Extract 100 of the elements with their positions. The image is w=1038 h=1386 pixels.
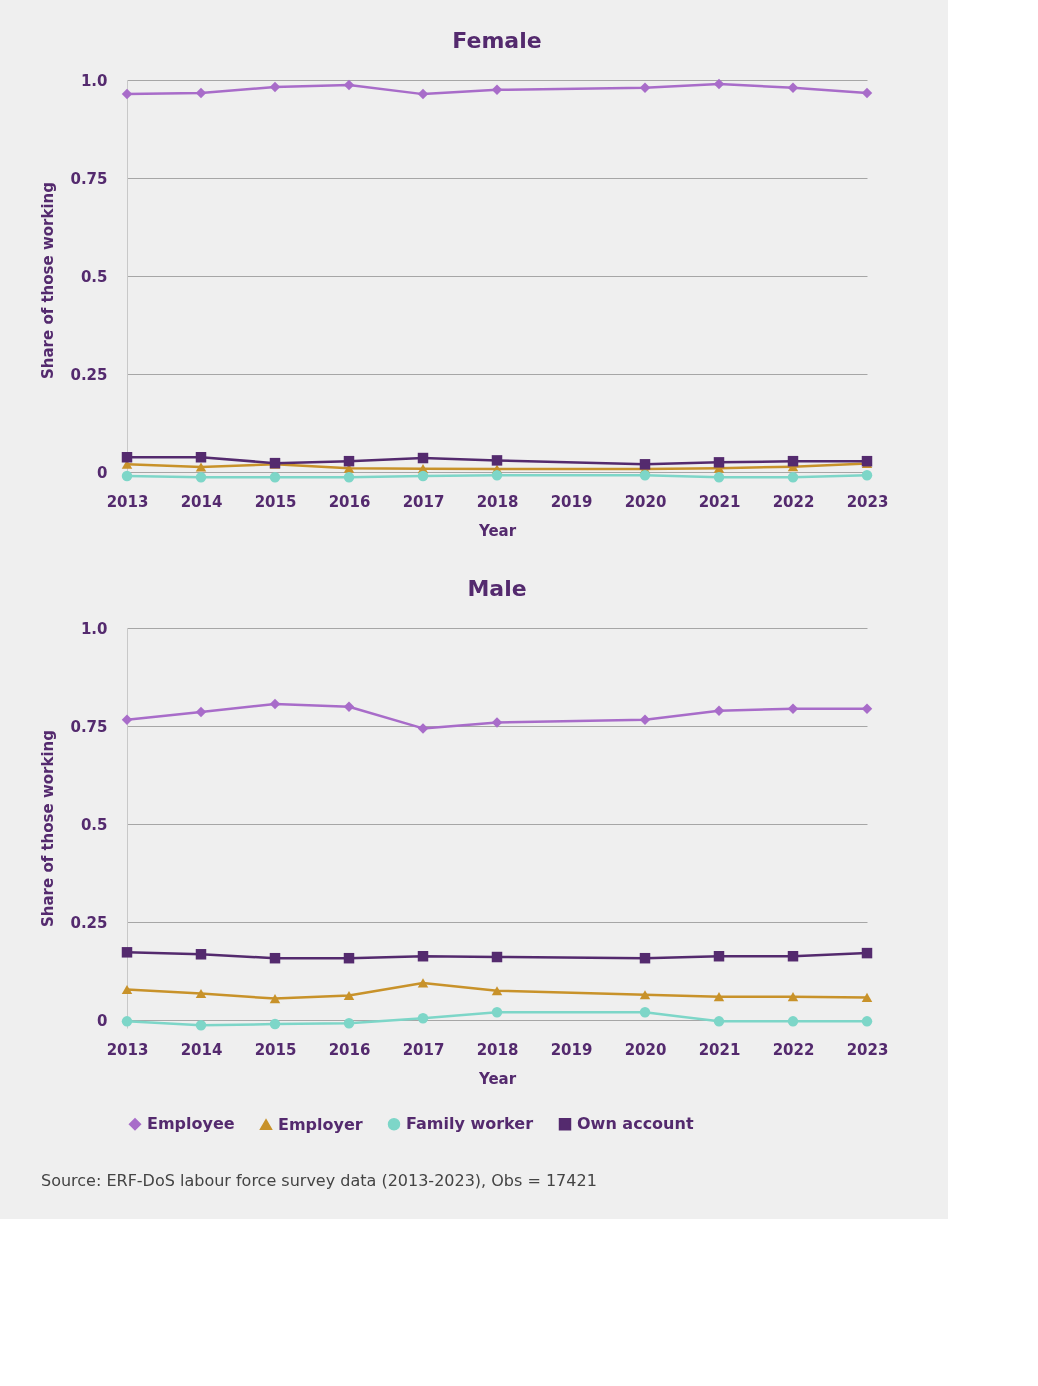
point <box>417 470 429 482</box>
point <box>343 952 355 964</box>
point <box>861 470 873 481</box>
y-axis-title: Share of those working <box>39 729 58 928</box>
point <box>787 950 799 962</box>
point <box>195 949 207 960</box>
x-tick-label: 2022 <box>772 492 815 511</box>
x-axis-title: Year <box>477 521 517 540</box>
x-tick-label: 2022 <box>772 1040 815 1059</box>
point <box>121 1016 133 1027</box>
point <box>417 1012 429 1024</box>
point <box>639 990 651 1000</box>
x-tick-label: 2013 <box>106 492 149 511</box>
point <box>639 82 651 94</box>
point <box>861 87 873 99</box>
point <box>787 455 799 467</box>
point <box>269 994 281 1004</box>
point <box>861 947 873 959</box>
point <box>639 952 651 964</box>
legend-label: Employee <box>147 1114 235 1134</box>
y-tick-label: 0.5 <box>80 267 108 286</box>
point <box>195 462 207 472</box>
x-tick-label: 2023 <box>846 1040 889 1059</box>
point <box>417 723 429 734</box>
x-tick-label: 2018 <box>476 492 519 511</box>
point <box>861 992 873 1002</box>
x-tick-label: 2015 <box>254 492 297 511</box>
x-tick-label: 2013 <box>106 1040 149 1059</box>
point <box>639 470 651 481</box>
point <box>787 1016 799 1027</box>
point <box>491 1007 503 1018</box>
point <box>491 455 503 466</box>
point <box>713 992 725 1002</box>
y-tick-label: 0 <box>97 463 108 482</box>
point <box>269 1018 281 1030</box>
point <box>269 472 281 483</box>
point <box>713 457 725 468</box>
y-tick-label: 0 <box>97 1011 108 1030</box>
point <box>639 459 651 470</box>
point <box>417 950 429 962</box>
y-tick-label: 1.0 <box>80 71 108 90</box>
point <box>343 472 355 483</box>
point <box>121 470 133 482</box>
chart-title: Female <box>452 28 542 53</box>
point <box>343 701 355 713</box>
point <box>787 472 799 483</box>
x-tick-label: 2019 <box>550 492 593 511</box>
x-tick-label: 2016 <box>328 1040 371 1059</box>
x-tick-label: 2017 <box>402 1040 445 1059</box>
x-tick-label: 2021 <box>698 1040 741 1059</box>
point <box>713 950 725 962</box>
point <box>195 988 207 999</box>
point <box>195 452 207 463</box>
x-axis-title: Year <box>477 1069 517 1088</box>
y-tick-label: 0.5 <box>80 815 108 834</box>
x-tick-label: 2016 <box>328 492 371 511</box>
source-note: Source: ERF-DoS labour force survey data (2013-2023), Obs = 17421 <box>40 1171 597 1190</box>
x-tick-label: 2023 <box>846 492 889 511</box>
point <box>639 714 651 726</box>
x-tick-label: 2020 <box>624 1040 667 1059</box>
point <box>343 1018 355 1029</box>
point <box>639 1007 651 1018</box>
point <box>195 1020 207 1031</box>
y-tick-label: 0.75 <box>70 717 108 736</box>
x-tick-label: 2014 <box>180 1040 223 1059</box>
point <box>121 714 133 726</box>
chart-title: Male <box>467 576 527 601</box>
point <box>861 703 873 715</box>
point <box>195 706 207 718</box>
legend-label: Family worker <box>406 1114 534 1134</box>
point <box>713 472 725 483</box>
legend-label: Employer <box>278 1114 363 1134</box>
point <box>491 470 503 481</box>
point <box>491 84 503 96</box>
x-tick-label: 2017 <box>402 492 445 511</box>
y-axis-title: Share of those working <box>39 181 58 380</box>
x-tick-label: 2018 <box>476 1040 519 1059</box>
point <box>861 1016 873 1027</box>
point <box>195 472 207 483</box>
y-tick-label: 1.0 <box>80 619 108 638</box>
point <box>491 986 503 996</box>
x-tick-label: 2021 <box>698 492 741 511</box>
point <box>417 978 429 988</box>
point <box>787 703 799 715</box>
x-tick-label: 2014 <box>180 492 223 511</box>
legend-label: Own account <box>577 1114 694 1134</box>
y-tick-label: 0.75 <box>70 169 108 188</box>
point <box>121 452 133 463</box>
point <box>121 985 133 995</box>
point <box>713 705 725 716</box>
point <box>787 82 799 94</box>
x-tick-label: 2015 <box>254 1040 297 1059</box>
y-tick-label: 0.25 <box>70 365 108 384</box>
point <box>121 947 133 958</box>
point <box>343 455 355 467</box>
point <box>491 717 503 728</box>
point <box>417 452 429 464</box>
point <box>343 990 355 1000</box>
point <box>787 992 799 1002</box>
x-tick-label: 2020 <box>624 492 667 511</box>
